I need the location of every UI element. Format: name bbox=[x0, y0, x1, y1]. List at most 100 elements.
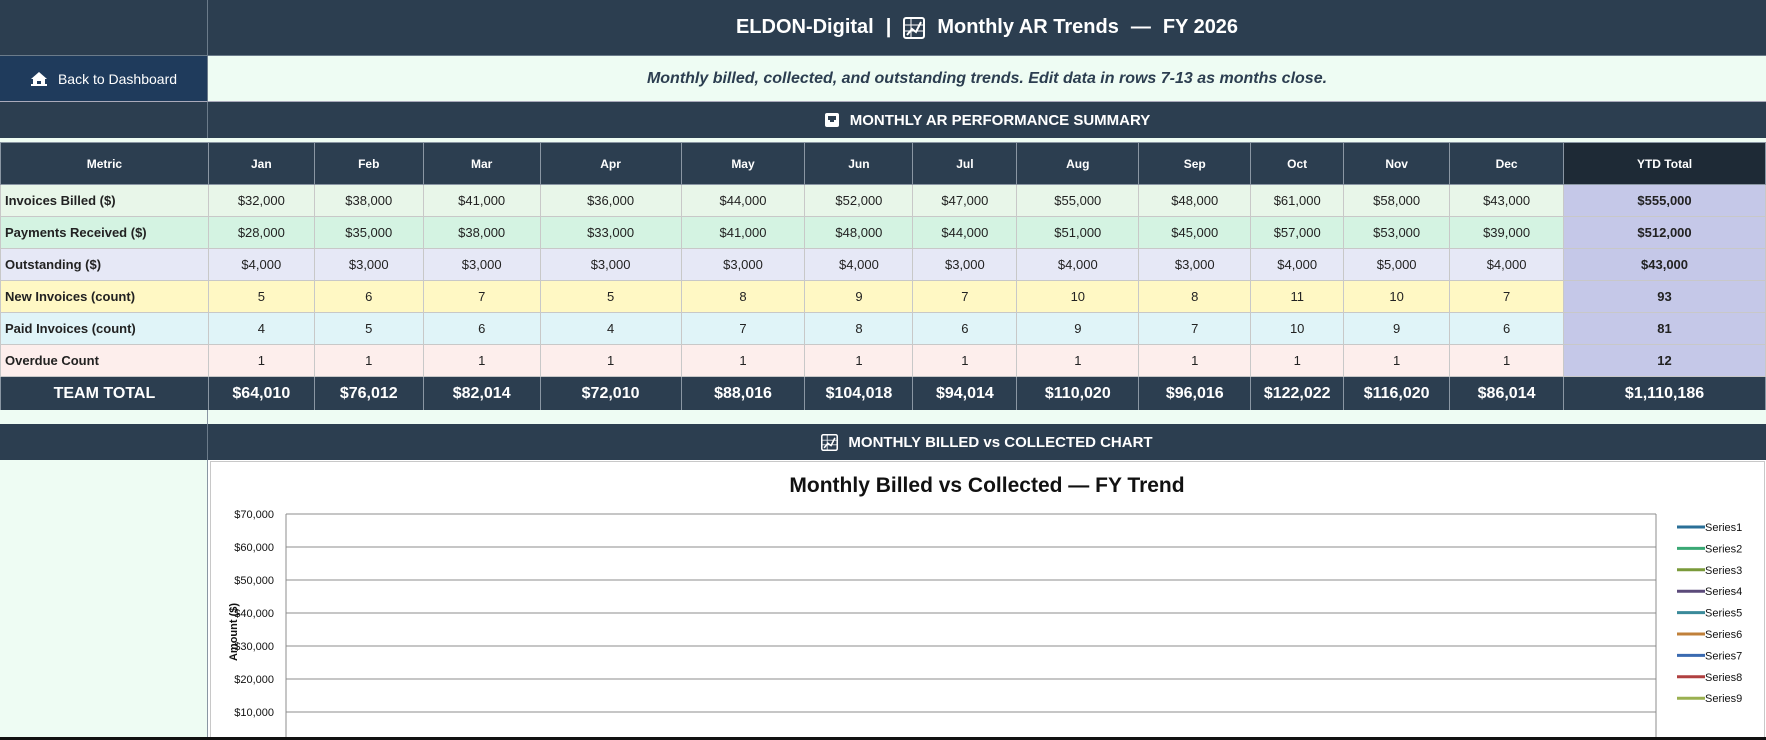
month-value-cell[interactable]: $3,000 bbox=[680, 248, 806, 281]
ytd-total-cell[interactable]: $512,000 bbox=[1563, 216, 1766, 249]
month-value-cell[interactable]: 10 bbox=[1343, 280, 1451, 313]
month-value-cell[interactable]: $41,000 bbox=[680, 216, 806, 249]
month-value-cell[interactable]: $48,000 bbox=[1138, 184, 1252, 217]
month-value-cell[interactable]: 1 bbox=[1138, 344, 1252, 377]
month-value-cell[interactable]: $39,000 bbox=[1449, 216, 1565, 249]
month-value-cell[interactable]: 1 bbox=[313, 344, 424, 377]
month-value-cell[interactable]: $3,000 bbox=[1138, 248, 1252, 281]
month-value-cell[interactable]: $55,000 bbox=[1016, 184, 1140, 217]
team-total-cell[interactable]: $96,016 bbox=[1138, 376, 1252, 411]
month-value-cell[interactable]: 5 bbox=[539, 280, 682, 313]
ytd-total-cell[interactable]: $43,000 bbox=[1563, 248, 1766, 281]
month-value-cell[interactable]: $52,000 bbox=[804, 184, 914, 217]
team-total-cell[interactable]: $110,020 bbox=[1016, 376, 1140, 411]
month-value-cell[interactable]: 1 bbox=[422, 344, 541, 377]
team-total-ytd[interactable]: $1,110,186 bbox=[1563, 376, 1766, 411]
y-tick-label: $20,000 bbox=[234, 674, 274, 686]
team-total-cell[interactable]: $122,022 bbox=[1250, 376, 1345, 411]
month-value-cell[interactable]: 5 bbox=[207, 280, 315, 313]
billed-vs-collected-chart[interactable]: Monthly Billed vs Collected — FY Trend $1… bbox=[210, 461, 1765, 740]
month-value-cell[interactable]: $3,000 bbox=[422, 248, 541, 281]
month-value-cell[interactable]: 6 bbox=[912, 312, 1018, 345]
month-value-cell[interactable]: 5 bbox=[313, 312, 424, 345]
month-value-cell[interactable]: $48,000 bbox=[804, 216, 914, 249]
month-value-cell[interactable]: 8 bbox=[804, 312, 914, 345]
month-value-cell[interactable]: 9 bbox=[804, 280, 914, 313]
month-value-cell[interactable]: $3,000 bbox=[539, 248, 682, 281]
month-value-cell[interactable]: $53,000 bbox=[1343, 216, 1451, 249]
team-total-cell[interactable]: $116,020 bbox=[1343, 376, 1451, 411]
month-value-cell[interactable]: $4,000 bbox=[804, 248, 914, 281]
month-value-cell[interactable]: 7 bbox=[1138, 312, 1252, 345]
team-total-cell[interactable]: $72,010 bbox=[539, 376, 682, 411]
team-total-cell[interactable]: $104,018 bbox=[804, 376, 914, 411]
month-value-cell[interactable]: 10 bbox=[1016, 280, 1140, 313]
month-value-cell[interactable]: $3,000 bbox=[313, 248, 424, 281]
month-value-cell[interactable]: 1 bbox=[912, 344, 1018, 377]
month-value-cell[interactable]: $41,000 bbox=[422, 184, 541, 217]
month-value-cell[interactable]: 7 bbox=[912, 280, 1018, 313]
month-value-cell[interactable]: $38,000 bbox=[422, 216, 541, 249]
month-value-cell[interactable]: 1 bbox=[1343, 344, 1451, 377]
month-value-cell[interactable]: 7 bbox=[680, 312, 806, 345]
month-value-cell[interactable]: 1 bbox=[1016, 344, 1140, 377]
ytd-total-cell[interactable]: 81 bbox=[1563, 312, 1766, 345]
team-total-cell[interactable]: $86,014 bbox=[1449, 376, 1565, 411]
legend-entry: Series5 bbox=[1705, 608, 1742, 620]
month-value-cell[interactable]: 1 bbox=[1250, 344, 1345, 377]
back-to-dashboard-button[interactable]: Back to Dashboard bbox=[0, 56, 208, 102]
month-value-cell[interactable]: $33,000 bbox=[539, 216, 682, 249]
month-value-cell[interactable]: $47,000 bbox=[912, 184, 1018, 217]
team-total-cell[interactable]: $64,010 bbox=[207, 376, 315, 411]
month-value-cell[interactable]: 1 bbox=[804, 344, 914, 377]
month-value-cell[interactable]: $44,000 bbox=[912, 216, 1018, 249]
month-value-cell[interactable]: $43,000 bbox=[1449, 184, 1565, 217]
month-value-cell[interactable]: $4,000 bbox=[1250, 248, 1345, 281]
month-value-cell[interactable]: $61,000 bbox=[1250, 184, 1345, 217]
month-value-cell[interactable]: 8 bbox=[1138, 280, 1252, 313]
section-left-cell bbox=[0, 102, 208, 138]
team-total-cell[interactable]: $76,012 bbox=[313, 376, 424, 411]
month-value-cell[interactable]: $28,000 bbox=[207, 216, 315, 249]
ytd-total-cell[interactable]: 12 bbox=[1563, 344, 1766, 377]
month-value-cell[interactable]: 7 bbox=[1449, 280, 1565, 313]
month-value-cell[interactable]: 1 bbox=[207, 344, 315, 377]
month-value-cell[interactable]: 10 bbox=[1250, 312, 1345, 345]
month-value-cell[interactable]: $4,000 bbox=[1016, 248, 1140, 281]
month-value-cell[interactable]: $4,000 bbox=[1449, 248, 1565, 281]
team-total-cell[interactable]: $82,014 bbox=[422, 376, 541, 411]
month-value-cell[interactable]: $5,000 bbox=[1343, 248, 1451, 281]
month-value-cell[interactable]: 7 bbox=[422, 280, 541, 313]
month-value-cell[interactable]: $51,000 bbox=[1016, 216, 1140, 249]
team-total-cell[interactable]: $88,016 bbox=[680, 376, 806, 411]
month-value-cell[interactable]: $58,000 bbox=[1343, 184, 1451, 217]
month-value-cell[interactable]: 8 bbox=[680, 280, 806, 313]
ytd-total-cell[interactable]: 93 bbox=[1563, 280, 1766, 313]
brand-name: ELDON-Digital bbox=[735, 16, 874, 38]
month-value-cell[interactable]: 1 bbox=[1449, 344, 1565, 377]
metric-label: Paid Invoices (count) bbox=[0, 312, 209, 345]
month-value-cell[interactable]: 6 bbox=[1449, 312, 1565, 345]
y-tick-label: $50,000 bbox=[234, 575, 274, 587]
month-value-cell[interactable]: $32,000 bbox=[207, 184, 315, 217]
month-value-cell[interactable]: 9 bbox=[1016, 312, 1140, 345]
month-value-cell[interactable]: $44,000 bbox=[680, 184, 806, 217]
month-value-cell[interactable]: 9 bbox=[1343, 312, 1451, 345]
month-value-cell[interactable]: 6 bbox=[422, 312, 541, 345]
team-total-cell[interactable]: $94,014 bbox=[912, 376, 1018, 411]
month-value-cell[interactable]: $45,000 bbox=[1138, 216, 1252, 249]
month-value-cell[interactable]: 1 bbox=[539, 344, 682, 377]
month-value-cell[interactable]: 4 bbox=[207, 312, 315, 345]
month-value-cell[interactable]: $57,000 bbox=[1250, 216, 1345, 249]
month-value-cell[interactable]: $36,000 bbox=[539, 184, 682, 217]
team-total-label: TEAM TOTAL bbox=[0, 376, 209, 411]
month-value-cell[interactable]: $35,000 bbox=[313, 216, 424, 249]
ytd-total-cell[interactable]: $555,000 bbox=[1563, 184, 1766, 217]
month-value-cell[interactable]: 11 bbox=[1250, 280, 1345, 313]
month-value-cell[interactable]: $38,000 bbox=[313, 184, 424, 217]
month-value-cell[interactable]: $4,000 bbox=[207, 248, 315, 281]
month-value-cell[interactable]: 4 bbox=[539, 312, 682, 345]
month-value-cell[interactable]: 6 bbox=[313, 280, 424, 313]
month-value-cell[interactable]: 1 bbox=[680, 344, 806, 377]
month-value-cell[interactable]: $3,000 bbox=[912, 248, 1018, 281]
